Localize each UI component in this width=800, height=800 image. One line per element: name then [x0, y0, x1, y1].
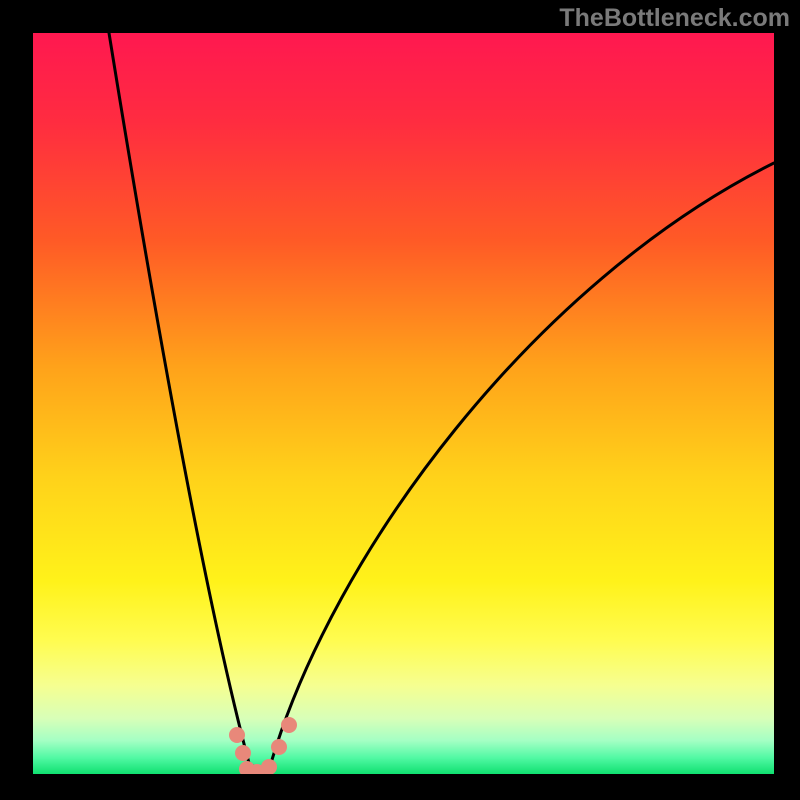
curve-marker-0 [229, 727, 245, 743]
curve-marker-6 [281, 717, 297, 733]
curve-marker-1 [235, 745, 251, 761]
watermark-text: TheBottleneck.com [559, 4, 790, 33]
plot-area [33, 33, 774, 774]
v-curve-path [109, 33, 774, 768]
plot-svg [33, 33, 774, 774]
curve-marker-4 [261, 759, 277, 774]
curve-marker-5 [271, 739, 287, 755]
